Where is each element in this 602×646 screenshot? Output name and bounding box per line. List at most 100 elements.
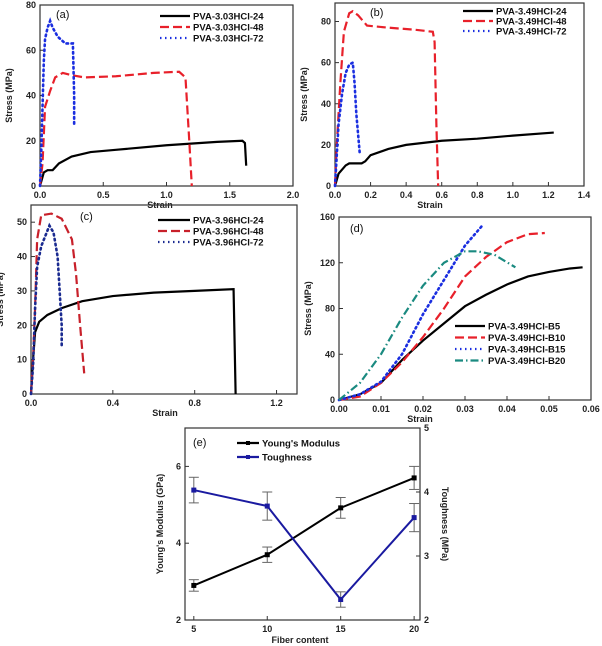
y-tick-label: 40 — [321, 99, 331, 109]
x-tick-label: 0.04 — [498, 404, 516, 414]
y-right-axis-label: Toughness (MPa) — [440, 487, 450, 561]
y-axis-label: Stress (MPa) — [4, 68, 14, 123]
x-tick-label: 0.8 — [471, 190, 484, 200]
series-line-2 — [338, 231, 545, 402]
x-tick-label: 2.0 — [287, 190, 300, 200]
panel-label: (a) — [56, 9, 69, 21]
x-tick-label: 0.4 — [107, 398, 120, 408]
y-tick-label: 60 — [26, 45, 36, 55]
panel-e: 5 10 15 20 2 4 6 2 3 4 5 Toughness (MPa) Fiber conte… — [155, 423, 450, 645]
x-tick-label: 1.0 — [507, 190, 520, 200]
y-tick-label: 0 — [22, 389, 27, 399]
data-point — [191, 582, 197, 588]
data-point — [191, 487, 197, 493]
series-line-4 — [338, 250, 516, 401]
x-tick-label: 0.03 — [456, 404, 474, 414]
panel-label: (e) — [193, 437, 206, 449]
panel-b: 0.0 0.2 0.4 0.6 0.8 1.0 1.2 1.4 0 20 40 60 80 Strain S… — [299, 2, 591, 210]
y-tick-label: 40 — [26, 91, 36, 101]
y-tick-label: 80 — [325, 304, 335, 314]
legend-label: PVA-3.96HCl-72 — [193, 238, 264, 249]
legend-label: Young's Modulus — [262, 439, 340, 450]
legend-label: PVA-3.96HCl-48 — [193, 227, 264, 238]
y-tick-label: 20 — [26, 136, 36, 146]
x-tick-label: 0.4 — [400, 190, 413, 200]
x-tick-label: 10 — [262, 624, 272, 634]
x-tick-label: 0.05 — [540, 404, 558, 414]
legend-label: PVA-3.49HCl-B15 — [488, 345, 566, 356]
x-tick-label: 1.5 — [223, 190, 236, 200]
panel-c: 0.0 0.4 0.8 1.2 0 10 20 30 40 50 Strain Stress (MPa… — [0, 204, 298, 418]
y-tick-label: 10 — [17, 355, 27, 365]
x-tick-label: 0.01 — [372, 404, 390, 414]
y-tick-label: 2 — [176, 615, 181, 625]
x-axis-label: Strain — [152, 408, 178, 418]
y-tick-label: 60 — [321, 58, 331, 68]
x-tick-label: 0.8 — [188, 398, 201, 408]
y-tick-label: 30 — [17, 286, 27, 296]
legend-marker — [246, 441, 250, 445]
x-tick-label: 1.4 — [578, 190, 591, 200]
x-tick-label: 5 — [191, 624, 196, 634]
x-tick-label: 20 — [409, 624, 419, 634]
series-line-1 — [193, 476, 415, 587]
series-line-1 — [333, 131, 554, 187]
series-line-3 — [38, 17, 76, 188]
x-tick-label: 0.6 — [435, 190, 448, 200]
y-right-tick-label: 2 — [424, 615, 429, 625]
legend-label: PVA-3.49HCl-B20 — [488, 356, 565, 367]
legend-label: PVA-3.49HCl-72 — [496, 27, 567, 38]
data-point — [264, 503, 270, 509]
panel-label: (d) — [350, 223, 363, 235]
series-line-2 — [333, 9, 440, 187]
x-axis-label: Strain — [417, 200, 443, 210]
x-tick-label: 1.0 — [160, 190, 173, 200]
x-tick-label: 0.0 — [329, 190, 342, 200]
legend-label: PVA-3.49HCl-B10 — [488, 333, 565, 344]
series-line-2 — [193, 489, 415, 602]
x-tick-label: 0.00 — [330, 404, 348, 414]
y-right-tick-label: 3 — [424, 551, 429, 561]
data-point — [338, 505, 344, 511]
legend-marker — [246, 455, 250, 459]
y-tick-label: 0 — [31, 181, 36, 191]
x-tick-label: 1.2 — [270, 398, 283, 408]
y-tick-label: 20 — [17, 320, 27, 330]
y-axis-label: Stress (MPa) — [303, 281, 313, 336]
series-line-3 — [29, 222, 63, 396]
x-tick-label: 0.5 — [97, 190, 110, 200]
series-line-2 — [38, 70, 193, 187]
y-tick-label: 20 — [321, 140, 331, 150]
y-tick-label: 50 — [17, 217, 27, 227]
y-right-tick-label: 5 — [424, 423, 429, 433]
panel-d: 0.00 0.01 0.02 0.03 0.04 0.05 0.06 0 40 80 120 160 S… — [303, 212, 600, 424]
y-right-tick-label: 4 — [424, 487, 429, 497]
y-tick-label: 160 — [320, 212, 335, 222]
y-axis-label: Stress (MPa) — [299, 67, 309, 122]
data-point — [411, 515, 417, 521]
series-line-3 — [333, 60, 362, 188]
legend-label: PVA-3.03HCl-24 — [193, 12, 264, 23]
legend-label: PVA-3.96HCl-24 — [193, 216, 264, 227]
x-axis-label: Strain — [407, 414, 433, 424]
y-tick-label: 6 — [176, 461, 181, 471]
y-tick-label: 120 — [320, 258, 335, 268]
data-point — [411, 475, 417, 481]
x-tick-label: 0.0 — [25, 398, 38, 408]
x-tick-label: 0.0 — [34, 190, 47, 200]
y-tick-label: 40 — [325, 349, 335, 359]
plot-frame — [334, 2, 585, 187]
y-tick-label: 4 — [176, 538, 181, 548]
data-point — [338, 597, 344, 603]
y-tick-label: 0 — [326, 181, 331, 191]
legend-label: Toughness — [262, 453, 312, 464]
y-tick-label: 0 — [330, 395, 335, 405]
plot-frame — [184, 427, 421, 621]
legend-label: PVA-3.49HCl-B5 — [488, 322, 561, 333]
panel-label: (c) — [80, 211, 93, 223]
x-tick-label: 0.02 — [414, 404, 432, 414]
y-axis-label: Stress (MPa) — [0, 272, 5, 327]
legend-label: PVA-3.03HCl-48 — [193, 23, 264, 34]
